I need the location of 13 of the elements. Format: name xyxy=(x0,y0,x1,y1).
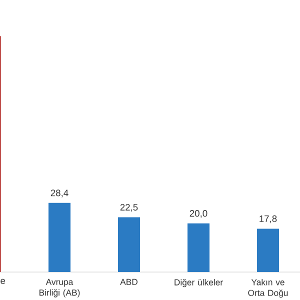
x-tick-label: e xyxy=(0,278,6,284)
data-label: 17,8 xyxy=(260,215,277,224)
bar xyxy=(118,217,140,272)
data-label: 28,4 xyxy=(50,190,68,198)
bar xyxy=(257,228,280,272)
data-label: 20,0 xyxy=(190,210,208,218)
x-tick-label: Yakın ve Orta Doğu xyxy=(248,278,288,298)
data-label: 22,5 xyxy=(120,204,138,212)
bar xyxy=(48,202,71,272)
bar xyxy=(188,223,210,272)
x-tick-label: ABD xyxy=(120,278,138,285)
x-tick-label: Diğer ülkeler xyxy=(174,278,223,288)
x-tick-label: Avrupa Birliği (AB) xyxy=(40,278,80,298)
